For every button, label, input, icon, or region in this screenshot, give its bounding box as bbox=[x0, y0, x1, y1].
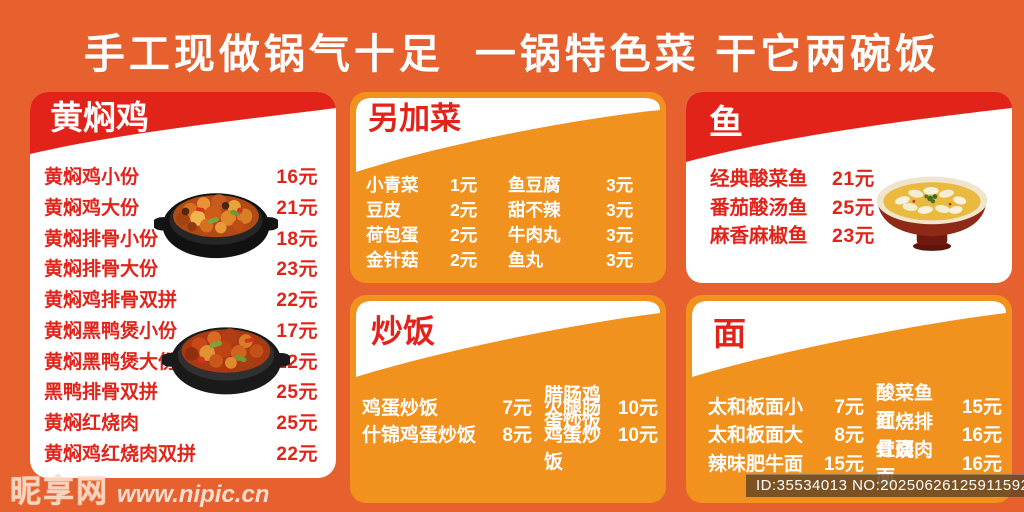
menu-item-price: 25元 bbox=[276, 382, 318, 404]
menu-item-price: 15元 bbox=[961, 396, 1002, 418]
menu-item-name: 鱼豆腐 bbox=[508, 175, 561, 195]
panel-title-yu: 鱼 bbox=[709, 104, 743, 142]
menu-item-price: 8元 bbox=[834, 425, 864, 447]
mian-item-grid: 太和板面小 7元 酸菜鱼面 15元 太和板面大 8元 红烧排骨面 16元 辣味肥… bbox=[708, 383, 1002, 488]
menu-item-name: 豆皮 bbox=[366, 200, 401, 220]
menu-item-name: 黑鸭排骨双拼 bbox=[44, 382, 159, 404]
menu-item-price: 22元 bbox=[276, 443, 318, 465]
panel-lingjiacai: 另加菜 小青菜 1元 鱼豆腐 3元 豆皮 2元 甜不辣 3元 荷包蛋 2元 牛肉… bbox=[350, 92, 666, 283]
watermark-site-url: www.nipic.cn bbox=[117, 481, 270, 508]
menu-item: 黄焖鸡红烧肉双拼 22元 bbox=[44, 445, 318, 464]
menu-item-price: 25元 bbox=[832, 196, 875, 219]
menu-item-price: 3元 bbox=[606, 250, 634, 270]
red-swoosh-decoration bbox=[30, 92, 336, 154]
menu-item-name: 黄焖黑鸭煲大份 bbox=[44, 351, 178, 373]
menu-item: 经典酸菜鱼 21元 bbox=[710, 168, 875, 190]
menu-item-price: 7元 bbox=[834, 396, 864, 418]
menu-item-price: 2元 bbox=[450, 225, 478, 245]
menu-item-price: 21元 bbox=[276, 197, 318, 219]
panel-yu: 鱼 经典酸菜鱼 21元 番茄酸汤鱼 25元 麻香麻椒鱼 23元 bbox=[686, 92, 1012, 283]
menu-item-name: 红烧肉面 bbox=[876, 440, 934, 488]
menu-item-name: 鸡蛋炒饭 bbox=[362, 398, 439, 419]
red-swoosh-decoration bbox=[686, 92, 1012, 162]
panel-title-huangmenji: 黄焖鸡 bbox=[50, 99, 149, 136]
menu-item-name: 黄焖鸡红烧肉双拼 bbox=[44, 443, 197, 465]
menu-item-price: 3元 bbox=[606, 200, 634, 220]
menu-item-name: 番茄酸汤鱼 bbox=[710, 196, 808, 219]
menu-item: 黄焖黑鸭煲小份 17元 bbox=[44, 322, 318, 341]
menu-item-price: 22元 bbox=[276, 290, 318, 312]
menu-item-price: 16元 bbox=[276, 167, 318, 188]
menu-item-name: 经典酸菜鱼 bbox=[710, 168, 808, 190]
panel-chaofan: 炒饭 鸡蛋炒饭 7元 腊肠鸡蛋炒饭 10元 什锦鸡蛋炒饭 8元 火腿肠鸡蛋炒饭 … bbox=[350, 295, 666, 503]
braised-chicken-pot-image bbox=[154, 193, 278, 259]
menu-item-name: 太和板面小 bbox=[708, 396, 804, 418]
menu-item: 番茄酸汤鱼 25元 bbox=[710, 196, 875, 219]
menu-item-name: 黄焖鸡排骨双拼 bbox=[44, 290, 178, 312]
menu-item-name: 荷包蛋 bbox=[366, 225, 419, 245]
menu-item-price: 10元 bbox=[617, 425, 658, 446]
menu-item-price: 10元 bbox=[617, 398, 658, 419]
panel-title-chaofan: 炒饭 bbox=[371, 313, 436, 349]
menu-item: 黄焖鸡小份 16元 bbox=[44, 168, 318, 187]
panel-mian: 面 太和板面小 7元 酸菜鱼面 15元 太和板面大 8元 红烧排骨面 16元 辣… bbox=[686, 295, 1012, 503]
huangmenji-item-list: 黄焖鸡小份 16元 黄焖鸡大份 21元 黄焖排骨小份 18元 黄焖排骨大份 23元 黄焖… bbox=[44, 168, 318, 464]
menu-item: 黄焖鸡大份 21元 bbox=[44, 199, 318, 218]
menu-item-price: 16元 bbox=[961, 425, 1002, 447]
menu-item-name: 辣味肥牛面 bbox=[708, 453, 804, 475]
menu-item-price: 1元 bbox=[450, 175, 478, 195]
menu-item-name: 黄焖鸡大份 bbox=[44, 197, 140, 219]
menu-item-name: 鱼丸 bbox=[508, 250, 543, 270]
menu-item-name: 黄焖排骨小份 bbox=[44, 228, 159, 250]
menu-item-name: 黄焖排骨大份 bbox=[44, 259, 159, 281]
image-id-bar: ID:35534013 NO:20250626125911592106 bbox=[746, 474, 1024, 497]
watermark-site-name: 昵享网 bbox=[10, 474, 109, 510]
menu-item-name: 黄焖鸡小份 bbox=[44, 167, 140, 188]
menu-item-price: 16元 bbox=[961, 453, 1002, 475]
menu-item-price: 21元 bbox=[832, 168, 875, 190]
menu-item-name: 太和板面大 bbox=[708, 425, 804, 447]
menu-item-price: 2元 bbox=[450, 250, 478, 270]
fish-soup-bowl-image bbox=[876, 176, 988, 251]
yu-item-list: 经典酸菜鱼 21元 番茄酸汤鱼 25元 麻香麻椒鱼 23元 bbox=[710, 168, 875, 247]
menu-item-price: 23元 bbox=[276, 259, 318, 281]
white-swoosh-decoration bbox=[692, 301, 1006, 377]
watermark: 昵享网 www.nipic.cn bbox=[10, 466, 270, 511]
poster-title: 手工现做锅气十足 一锅特色菜 干它两碗饭 bbox=[83, 31, 941, 77]
menu-item-name: 黄焖红烧肉 bbox=[44, 413, 140, 435]
white-swoosh-decoration bbox=[356, 301, 660, 377]
menu-item-price: 15元 bbox=[823, 453, 864, 475]
lingjiacai-item-grid: 小青菜 1元 鱼豆腐 3元 豆皮 2元 甜不辣 3元 荷包蛋 2元 牛肉丸 3元… bbox=[366, 172, 656, 272]
menu-item-name: 麻香麻椒鱼 bbox=[710, 225, 808, 247]
menu-item-price: 7元 bbox=[502, 398, 532, 419]
menu-item-name: 金针菇 bbox=[366, 250, 419, 270]
menu-item: 黄焖排骨大份 23元 bbox=[44, 260, 318, 279]
panel-title-lingjiacai: 另加菜 bbox=[368, 101, 461, 136]
menu-item-name: 什锦鸡蛋炒饭 bbox=[362, 425, 477, 446]
menu-item-name: 牛肉丸 bbox=[508, 225, 561, 245]
menu-item-name: 甜不辣 bbox=[508, 200, 561, 220]
braised-duck-pot-image bbox=[162, 327, 290, 395]
menu-item-name: 火腿肠鸡蛋炒饭 bbox=[544, 398, 602, 473]
menu-item: 麻香麻椒鱼 23元 bbox=[710, 225, 875, 247]
menu-item: 黄焖鸡排骨双拼 22元 bbox=[44, 291, 318, 310]
panel-title-mian: 面 bbox=[713, 315, 746, 352]
menu-item-price: 25元 bbox=[276, 413, 318, 435]
menu-item-price: 3元 bbox=[606, 225, 634, 245]
white-swoosh-decoration bbox=[356, 98, 660, 172]
menu-item-price: 3元 bbox=[606, 175, 634, 195]
menu-item-name: 小青菜 bbox=[366, 175, 419, 195]
menu-item-price: 18元 bbox=[276, 228, 318, 250]
menu-item-name: 黄焖黑鸭煲小份 bbox=[44, 320, 178, 342]
panel-huangmenji: 黄焖鸡 bbox=[30, 92, 336, 478]
menu-item: 黄焖红烧肉 25元 bbox=[44, 414, 318, 433]
menu-item-price: 2元 bbox=[450, 200, 478, 220]
menu-item-price: 8元 bbox=[502, 425, 532, 446]
menu-item-price: 17元 bbox=[276, 320, 318, 342]
menu-item: 黑鸭排骨双拼 25元 bbox=[44, 383, 318, 402]
menu-item: 黄焖排骨小份 18元 bbox=[44, 230, 318, 249]
chaofan-item-grid: 鸡蛋炒饭 7元 腊肠鸡蛋炒饭 10元 什锦鸡蛋炒饭 8元 火腿肠鸡蛋炒饭 10元 bbox=[362, 385, 658, 474]
menu-item-price: 23元 bbox=[832, 225, 875, 247]
